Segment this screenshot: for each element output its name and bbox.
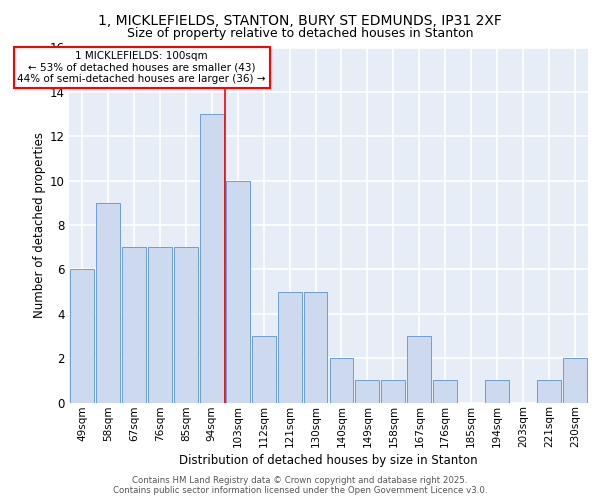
Bar: [200, 114, 224, 403]
Bar: [304, 292, 328, 403]
Bar: [96, 203, 120, 402]
Bar: [174, 247, 198, 402]
Bar: [382, 380, 406, 402]
Bar: [537, 380, 561, 402]
Text: Size of property relative to detached houses in Stanton: Size of property relative to detached ho…: [127, 28, 473, 40]
Text: 1, MICKLEFIELDS, STANTON, BURY ST EDMUNDS, IP31 2XF: 1, MICKLEFIELDS, STANTON, BURY ST EDMUND…: [98, 14, 502, 28]
Bar: [251, 336, 275, 402]
Y-axis label: Number of detached properties: Number of detached properties: [32, 132, 46, 318]
Bar: [148, 247, 172, 402]
Bar: [563, 358, 587, 403]
Bar: [433, 380, 457, 402]
Bar: [407, 336, 431, 402]
Bar: [329, 358, 353, 403]
Bar: [355, 380, 379, 402]
Text: 1 MICKLEFIELDS: 100sqm
← 53% of detached houses are smaller (43)
44% of semi-det: 1 MICKLEFIELDS: 100sqm ← 53% of detached…: [17, 51, 266, 84]
Bar: [278, 292, 302, 403]
Bar: [70, 270, 94, 402]
Bar: [485, 380, 509, 402]
Bar: [226, 180, 250, 402]
Text: Contains HM Land Registry data © Crown copyright and database right 2025.
Contai: Contains HM Land Registry data © Crown c…: [113, 476, 487, 495]
Bar: [122, 247, 146, 402]
X-axis label: Distribution of detached houses by size in Stanton: Distribution of detached houses by size …: [179, 454, 478, 468]
